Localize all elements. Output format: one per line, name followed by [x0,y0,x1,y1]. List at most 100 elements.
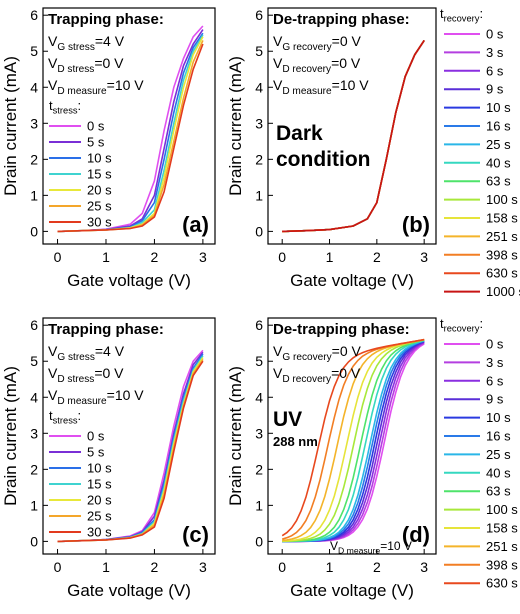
x-tick-label: 1 [102,559,110,575]
x-tick-label: 3 [199,249,207,265]
series-line [57,29,204,233]
y-tick-label: 4 [30,389,38,405]
legend-item: 25 s [486,447,511,462]
y-axis-label: Drain current (mA) [226,366,245,506]
x-tick-label: 2 [151,249,159,265]
y-tick-label: 3 [255,115,263,131]
legend-item: 16 s [486,429,511,444]
y-tick-label: 4 [255,79,263,95]
legend: tstress: 0 s5 s10 s15 s20 s25 s30 s [49,408,112,540]
series-line [282,339,425,543]
legend-item: 398 s [486,557,518,572]
panel-label: (a) [182,212,209,237]
legend-item: 3 s [486,45,504,60]
condition-text: VD measure=10 V [273,77,369,97]
y-tick-label: 2 [255,461,263,477]
x-tick-label: 2 [151,559,159,575]
legend-item: 5 s [87,445,105,460]
legend-item: 25 s [486,137,511,152]
legend-title: tstress: [49,408,81,426]
x-tick-label: 3 [420,559,428,575]
condition-text: VD measure=10 V [48,387,144,407]
legend-item: 40 s [486,155,511,170]
legend-item: 25 s [87,509,112,524]
legend-item: 3 s [486,355,504,370]
y-axis-label: Drain current (mA) [226,56,245,196]
y-tick-label: 1 [30,497,38,513]
legend-item: 63 s [486,484,511,499]
condition-annotation: condition [276,148,370,171]
panel-c: 0 1 2 3 4 5 6 0 1 2 3 Gate voltage (V) Drain current… [1,317,216,600]
x-axis-label: Gate voltage (V) [290,271,414,290]
series-line [57,25,204,233]
legend-item: 20 s [87,183,112,198]
y-tick-label: 3 [255,425,263,441]
condition-annotation: 288 nm [273,434,318,449]
x-tick-label: 2 [373,249,381,265]
condition-text: VD measure=10 V [48,77,144,97]
legend-item: 158 s [486,521,518,536]
x-tick-label: 0 [54,249,62,265]
y-axis-label: Drain current (mA) [1,56,20,196]
legend-item: 25 s [87,199,112,214]
legend-item: 10 s [486,100,511,115]
condition-text: VG recovery=0 V [273,33,361,53]
y-tick-label: 0 [30,223,38,239]
y-tick-label: 1 [255,497,263,513]
legend-item: 0 s [87,119,105,134]
legend-item: 100 s [486,192,518,207]
panel-title: De-trapping phase: [273,321,410,338]
series-line [282,339,425,542]
y-tick-label: 2 [30,461,38,477]
series-group [57,25,204,233]
legend-item: 15 s [87,167,112,182]
legend-item: 1000 s [486,284,520,299]
y-tick-label: 0 [255,223,263,239]
series-line [281,338,425,537]
condition-text: VD stress=0 V [48,55,124,75]
y-tick-label: 1 [30,187,38,203]
y-tick-label: 5 [255,43,263,59]
series-group [282,39,425,233]
legend-item: 398 s [486,247,518,262]
legend-item: 0 s [486,27,504,42]
plot-frame [42,317,216,555]
series-line [57,360,204,543]
condition-text: VD stress=0 V [48,365,124,385]
legend-item: 20 s [87,493,112,508]
x-tick-label: 0 [278,249,286,265]
panel-b: 0 1 2 3 4 5 6 0 1 2 3 Gate voltage (V) Drain current… [226,6,520,299]
legend-item: 40 s [486,465,511,480]
y-tick-label: 6 [30,317,38,333]
y-tick-label: 4 [255,389,263,405]
y-axis-label: Drain current (mA) [1,366,20,506]
series-line [282,39,425,233]
legend: trecovery:0 s 3 s 6 s 9 s 10 s 16 s 25 s 40 s 63… [440,6,520,299]
x-axis-label: Gate voltage (V) [67,581,191,600]
legend-item: 10 s [87,461,112,476]
panel-label: (b) [402,212,430,237]
legend-item: 251 s [486,229,518,244]
panel-title: De-trapping phase: [273,11,410,28]
legend-item: 158 s [486,211,518,226]
legend-item: 251 s [486,539,518,554]
y-tick-label: 3 [30,115,38,131]
series-group [281,338,425,543]
x-axis-label: Gate voltage (V) [290,581,414,600]
series-line [57,43,204,233]
x-tick-label: 0 [54,559,62,575]
y-tick-label: 5 [255,353,263,369]
plot-frame [42,7,216,245]
series-group [57,349,204,543]
series-line [57,357,204,543]
condition-text: VD recovery=0 V [273,365,361,385]
legend-item: 0 s [486,337,504,352]
legend-item: 10 s [486,410,511,425]
legend: tstress: 0 s5 s10 s15 s20 s25 s30 s [49,98,112,230]
panel-label: (c) [182,522,209,547]
x-tick-label: 3 [199,559,207,575]
y-tick-label: 2 [255,151,263,167]
legend-item: 9 s [486,82,504,97]
legend-item: 6 s [486,63,504,78]
